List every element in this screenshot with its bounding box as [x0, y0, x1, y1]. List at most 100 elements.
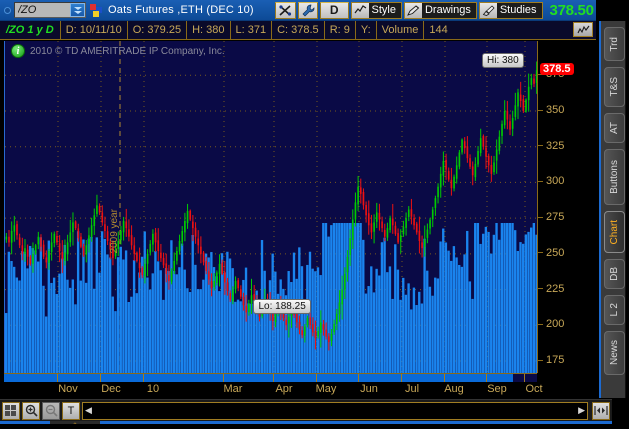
data-close: C: 378.5 [272, 21, 325, 39]
date-axis-label: Jul [404, 383, 420, 395]
layout-color-icon[interactable] [90, 3, 104, 17]
right-sidebar: Trd T&S AT Buttons Chart DB L 2 News [596, 0, 629, 429]
symbol-input[interactable] [15, 4, 69, 16]
high-label-bubble: Hi: 380 [482, 53, 524, 68]
timeframe-button[interactable]: D [319, 1, 349, 19]
price-axis-tick: 275 [538, 211, 564, 223]
sidebar-tab-label: AT [609, 121, 620, 135]
date-axis[interactable]: Nov Dec 10 Mar Apr May Jun Jul Aug Sep Oct [4, 373, 543, 398]
symbol-input-box[interactable] [14, 2, 86, 18]
zoom-in-icon [25, 404, 38, 417]
sidebar-tab-chart[interactable]: Chart [604, 211, 625, 253]
data-date: D: 10/11/10 [61, 21, 128, 39]
horizontal-scrollbar[interactable]: ◀ ▶ [82, 401, 588, 420]
text-tool-button[interactable]: T [62, 401, 80, 420]
date-axis-tick [223, 374, 224, 382]
sidebar-tab-label: T&S [609, 77, 620, 97]
sidebar-tab-t-s[interactable]: T&S [604, 67, 625, 107]
date-range-bar[interactable] [4, 374, 537, 382]
data-open: O: 379.25 [128, 21, 188, 39]
date-axis-tick [316, 374, 317, 382]
price-axis-tick: 200 [538, 318, 564, 330]
zoom-out-button[interactable] [42, 401, 60, 420]
price-axis-tick: 300 [538, 175, 564, 187]
brush-icon [479, 2, 497, 18]
sidebar-tab-l-2[interactable]: L 2 [604, 295, 625, 325]
date-axis-label: Sep [487, 383, 507, 395]
sidebar-tab-label: Chart [609, 219, 620, 245]
volume-study-button[interactable] [573, 22, 593, 37]
price-volume-series [5, 61, 537, 373]
date-axis-tick [358, 374, 359, 382]
date-axis-tick [273, 374, 274, 382]
style-button[interactable]: Style [350, 1, 402, 19]
date-range-fill [4, 374, 513, 382]
drawings-label: Drawings [424, 4, 471, 16]
bottom-toolbar: T ◀ ▶ [0, 399, 612, 421]
sidebar-tab-buttons[interactable]: Buttons [604, 149, 625, 205]
data-volume-value: 144 [429, 24, 448, 36]
data-high: H: 380 [187, 21, 231, 39]
date-axis-label: Aug [444, 383, 464, 395]
settings-button[interactable] [297, 1, 318, 19]
date-axis-label: Dec [101, 383, 121, 395]
chart-area[interactable]: i 2010 © TD AMERITRADE IP Company, Inc. … [0, 41, 596, 398]
date-axis-tick [401, 374, 402, 382]
data-symbol-timeframe: /ZO 1 y D [0, 21, 61, 39]
date-axis-label: May [315, 383, 337, 395]
drawings-button[interactable]: Drawings [403, 1, 477, 19]
sidebar-tab-at[interactable]: AT [604, 113, 625, 143]
fit-range-button[interactable] [592, 401, 610, 420]
chart-gridlines [5, 41, 537, 373]
layout-red-square [90, 3, 96, 10]
date-axis-tick [486, 374, 487, 382]
price-axis-tick: 325 [538, 140, 564, 152]
sidebar-tab-label: News [609, 340, 620, 366]
window-bottom-filler [0, 424, 629, 429]
data-yield: Y: [356, 21, 377, 39]
date-axis-label: Nov [58, 383, 78, 395]
timeframe-label: D [329, 3, 339, 17]
zoom-out-icon [45, 404, 58, 417]
chevron-down-icon [73, 10, 82, 14]
layout-blue-square [96, 6, 102, 13]
price-axis-tick: 350 [538, 104, 564, 116]
date-axis-label: Apr [275, 383, 293, 395]
info-icon: i [11, 44, 25, 58]
studies-label: Studies [499, 4, 537, 16]
symbol-dropdown-button[interactable] [70, 3, 85, 17]
data-volume-label: Volume [377, 21, 425, 39]
sidebar-tab-db[interactable]: DB [604, 259, 625, 289]
studies-button[interactable]: Studies [478, 1, 543, 19]
instrument-title: Oats Futures ,ETH (DEC 10) [108, 4, 254, 16]
crosshair-tool-button[interactable] [274, 1, 296, 19]
resize-handle-icon [594, 406, 608, 415]
year-divider-label: 2009 year [109, 209, 120, 254]
date-axis-label: Jun [360, 383, 378, 395]
date-axis-label: Oct [525, 383, 543, 395]
price-axis-tick: 250 [538, 247, 564, 259]
date-axis-tick [444, 374, 445, 382]
scroll-left-arrow[interactable]: ◀ [85, 405, 92, 415]
ohlc-data-row: /ZO 1 y D D: 10/11/10 O: 379.25 H: 380 L… [0, 21, 596, 40]
window-bottom-accent [0, 421, 612, 424]
date-axis-tick [57, 374, 58, 382]
sidebar-tab-trd[interactable]: Trd [604, 27, 625, 61]
price-axis[interactable]: 378.5 175200225250275300325350375 [537, 41, 596, 373]
sidebar-tab-news[interactable]: News [604, 331, 625, 375]
grid-icon [5, 404, 16, 416]
grid-layout-button[interactable] [2, 401, 20, 420]
wrench-icon [302, 4, 315, 16]
chart-plot[interactable]: i 2010 © TD AMERITRADE IP Company, Inc. … [4, 41, 537, 373]
date-axis-tick [143, 374, 144, 382]
copyright-line: i 2010 © TD AMERITRADE IP Company, Inc. [11, 44, 225, 58]
text-tool-label: T [67, 404, 75, 417]
zoom-in-button[interactable] [22, 401, 40, 420]
mini-chart-icon [577, 25, 589, 33]
chevron-down-icon [73, 6, 82, 10]
style-label: Style [371, 4, 396, 16]
sidebar-tab-strip: Trd T&S AT Buttons Chart DB L 2 News [599, 21, 626, 398]
data-low: L: 371 [231, 21, 273, 39]
scroll-right-arrow[interactable]: ▶ [578, 405, 585, 415]
date-axis-tick [100, 374, 101, 382]
